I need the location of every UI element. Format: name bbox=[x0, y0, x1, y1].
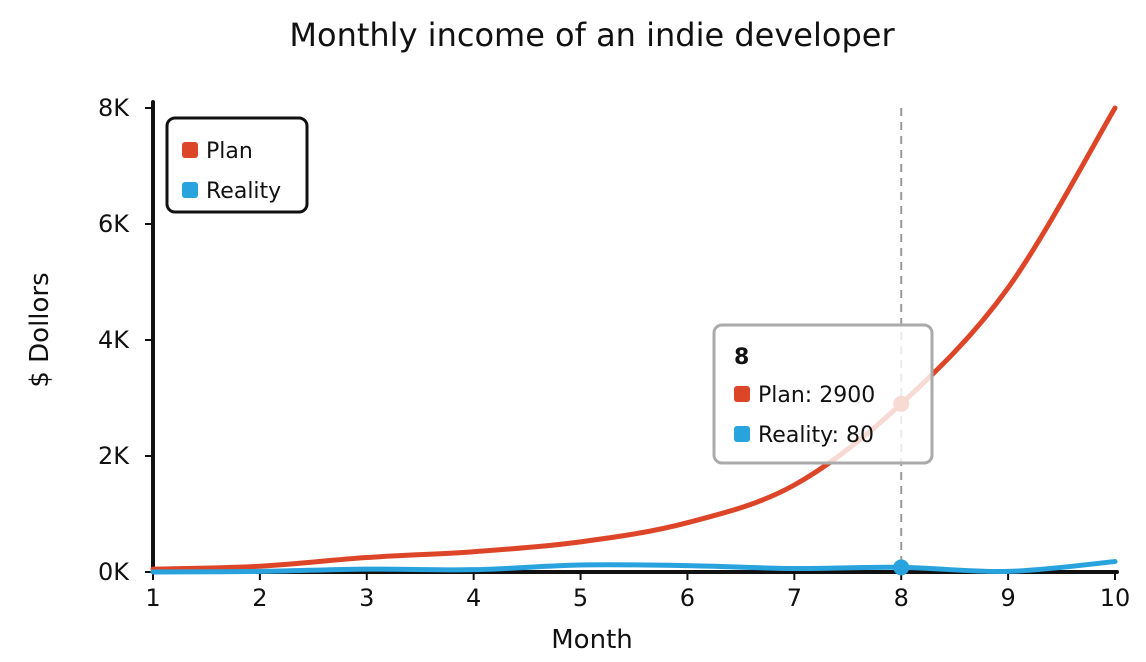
x-tick-label: 2 bbox=[252, 584, 267, 612]
x-tick-label: 9 bbox=[1000, 584, 1015, 612]
y-tick-label: 2K bbox=[98, 442, 130, 470]
legend: Plan Reality bbox=[165, 116, 309, 214]
hover-point-reality bbox=[893, 559, 910, 576]
x-axis-label: Month bbox=[551, 625, 633, 655]
chart-title: Monthly income of an indie developer bbox=[289, 16, 895, 54]
x-tick-label: 7 bbox=[787, 584, 802, 612]
legend-box bbox=[165, 116, 309, 214]
tooltip-title: 8 bbox=[734, 345, 749, 370]
x-tick-label: 8 bbox=[894, 584, 909, 612]
x-tick-label: 5 bbox=[573, 584, 588, 612]
tooltip-swatch-reality bbox=[734, 426, 750, 442]
legend-label-plan: Plan bbox=[206, 139, 253, 164]
tooltip-entry-plan: Plan: 2900 bbox=[758, 383, 875, 408]
series-line-plan bbox=[150, 105, 1118, 572]
x-tick-label: 3 bbox=[359, 584, 374, 612]
y-tick-label: 0K bbox=[98, 558, 130, 586]
tooltip: 8 Plan: 2900 Reality: 80 bbox=[712, 323, 934, 465]
x-tick-label: 6 bbox=[680, 584, 695, 612]
plot-area: 1 2 3 4 5 6 7 8 9 10 0K 2K 4K 6K 8K 8 Plan: 2900 Reality:… bbox=[98, 94, 1130, 612]
legend-swatch-plan bbox=[182, 142, 198, 158]
x-tick-label: 1 bbox=[145, 584, 160, 612]
y-tick-label: 6K bbox=[98, 210, 130, 238]
legend-swatch-reality bbox=[182, 182, 198, 198]
x-tick-label: 4 bbox=[466, 584, 481, 612]
series-line-reality bbox=[150, 559, 1118, 575]
tooltip-box bbox=[712, 323, 934, 465]
legend-label-reality: Reality bbox=[206, 179, 281, 204]
tooltip-swatch-plan bbox=[734, 386, 750, 402]
y-tick-label: 8K bbox=[98, 94, 130, 122]
y-axis-label: $ Dollors bbox=[25, 272, 55, 387]
x-tick-label: 10 bbox=[1100, 584, 1131, 612]
y-tick-label: 4K bbox=[98, 326, 130, 354]
tooltip-entry-reality: Reality: 80 bbox=[758, 423, 874, 448]
